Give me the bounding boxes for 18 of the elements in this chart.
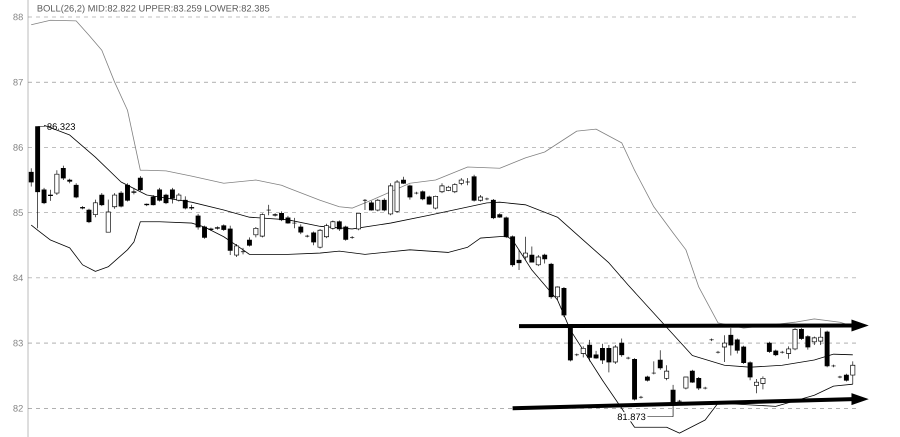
y-tick-label: 88 [13,14,23,20]
candlestick [138,176,143,192]
y-tick-label: 83 [13,340,23,346]
candlestick [74,182,79,199]
annotation: 86.323 [47,123,76,130]
annotation: 81.873 [618,413,646,420]
candlestick [298,224,304,234]
y-tick-label: 86 [13,144,23,151]
y-tick-label: 87 [13,78,23,86]
candlestick [664,364,670,381]
y-tick-label: 82 [13,405,23,412]
candlestick [356,212,362,231]
y-tick-label: 84 [13,274,24,282]
candlestick [106,199,111,233]
y-tick-label: 85 [13,209,23,216]
candlestick [246,237,252,247]
chart-title: BOLL(26,2) MID:82.822 UPPER:83.259 LOWER:82.385 [38,4,270,14]
candlestick [658,350,663,370]
